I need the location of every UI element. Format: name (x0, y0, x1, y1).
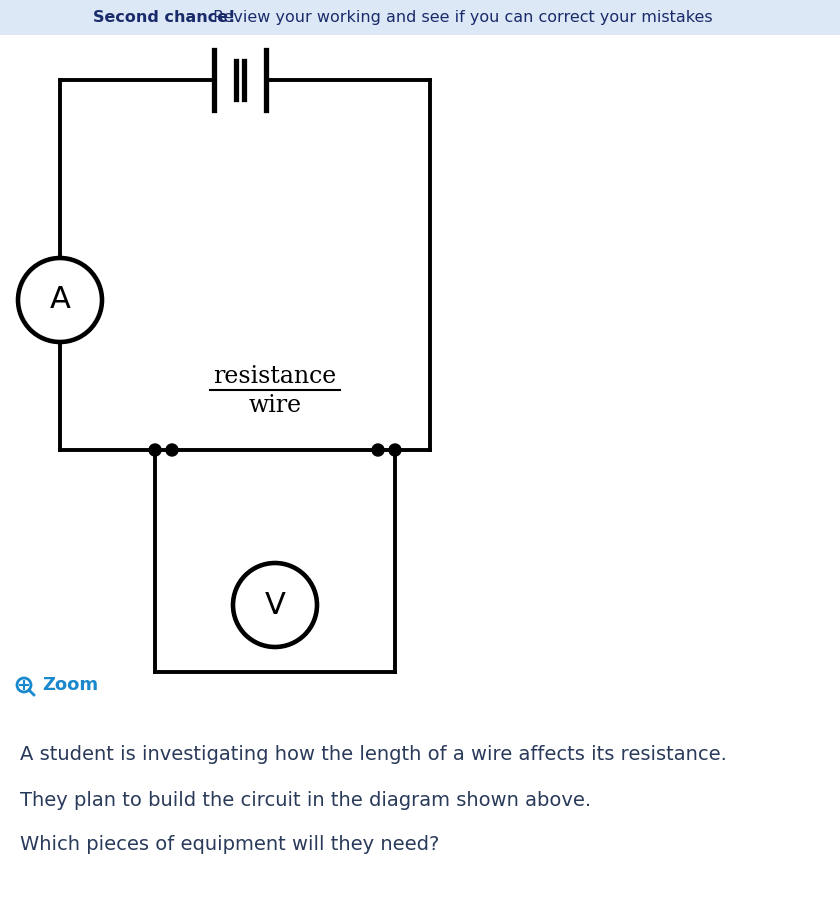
Text: A: A (50, 286, 71, 314)
Text: resistance: resistance (213, 365, 337, 388)
Circle shape (233, 563, 317, 647)
Text: V: V (265, 591, 286, 619)
Bar (0, 0, 840, 35)
Text: Second chance!: Second chance! (93, 10, 235, 25)
Circle shape (18, 258, 102, 342)
Circle shape (372, 444, 384, 456)
Text: Review your working and see if you can correct your mistakes: Review your working and see if you can c… (208, 10, 712, 25)
Text: wire: wire (249, 394, 302, 417)
Text: A student is investigating how the length of a wire affects its resistance.: A student is investigating how the lengt… (20, 745, 727, 765)
Circle shape (149, 444, 161, 456)
Text: Zoom: Zoom (42, 676, 98, 694)
Text: They plan to build the circuit in the diagram shown above.: They plan to build the circuit in the di… (20, 790, 591, 810)
Text: Which pieces of equipment will they need?: Which pieces of equipment will they need… (20, 835, 439, 855)
Circle shape (166, 444, 178, 456)
Circle shape (389, 444, 401, 456)
